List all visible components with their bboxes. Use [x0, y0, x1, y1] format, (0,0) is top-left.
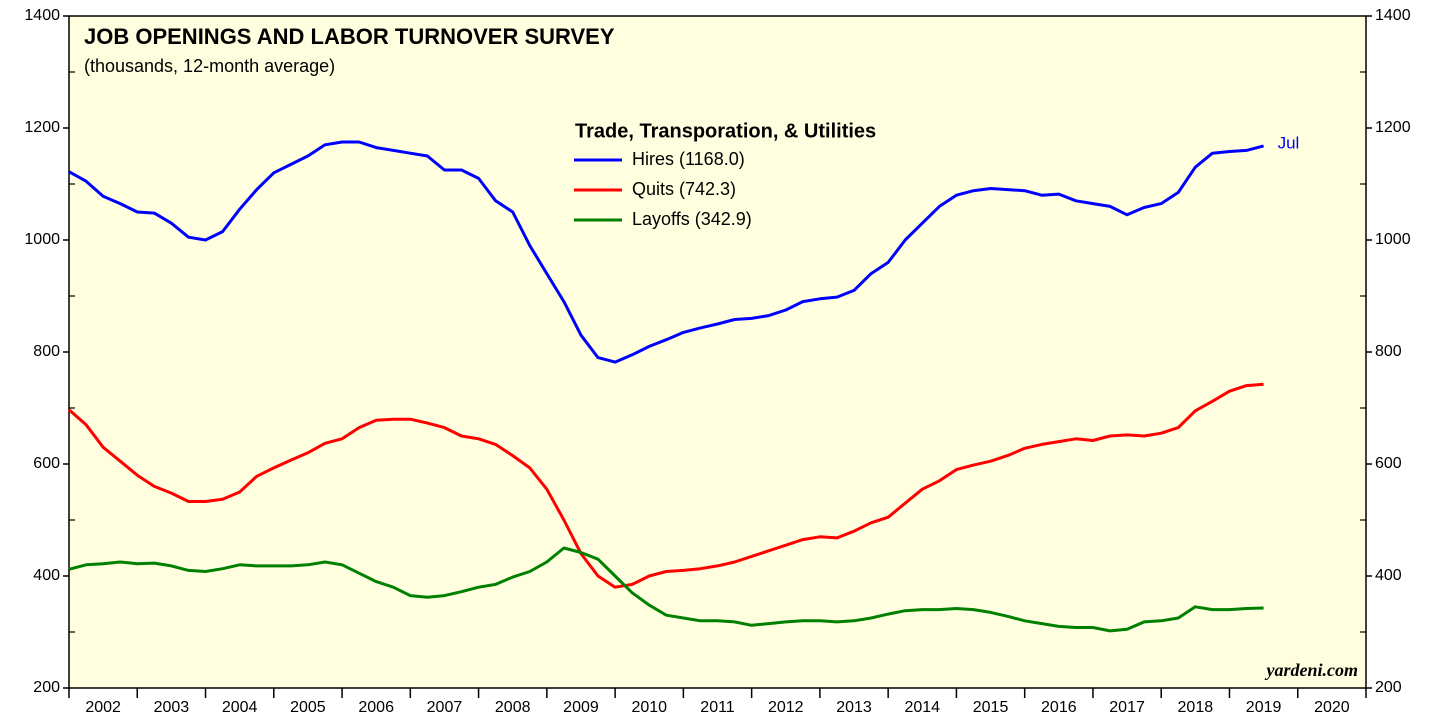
x-tick-label: 2020	[1314, 699, 1350, 716]
plot-background	[68, 15, 1367, 689]
x-tick-label: 2006	[358, 699, 394, 716]
x-tick-label: 2016	[1041, 699, 1077, 716]
y2-tick-label: 1000	[1375, 231, 1411, 248]
x-tick-label: 2009	[563, 699, 599, 716]
legend-label: Layoffs (342.9)	[632, 209, 752, 229]
x-tick-label: 2014	[904, 699, 940, 716]
y-tick-label: 800	[33, 343, 60, 360]
x-tick-label: 2003	[154, 699, 190, 716]
x-tick-label: 2012	[768, 699, 804, 716]
x-tick-label: 2017	[1109, 699, 1145, 716]
series-line	[68, 382, 1264, 589]
x-tick-label: 2015	[973, 699, 1009, 716]
x-tick-label: 2004	[222, 699, 258, 716]
legend-label: Hires (1168.0)	[632, 149, 745, 169]
y2-tick-label: 1200	[1375, 119, 1411, 136]
y2-tick-label: 600	[1375, 455, 1402, 472]
y-tick-label: 600	[33, 455, 60, 472]
y-tick-label: 1200	[24, 119, 60, 136]
x-tick-label: 2008	[495, 699, 531, 716]
y-tick-label: 1000	[24, 231, 60, 248]
x-tick-label: 2019	[1246, 699, 1282, 716]
x-tick-label: 2018	[1178, 699, 1214, 716]
y2-tick-label: 1400	[1375, 7, 1411, 24]
legend-title: Trade, Transporation, & Utilities	[575, 120, 876, 142]
series-line	[68, 140, 1264, 364]
y2-tick-label: 400	[1375, 567, 1402, 584]
y-tick-label: 1400	[24, 7, 60, 24]
x-tick-label: 2002	[85, 699, 121, 716]
legend-label: Quits (742.3)	[632, 179, 736, 199]
x-tick-label: 2013	[836, 699, 872, 716]
y-tick-label: 400	[33, 567, 60, 584]
source: yardeni.com	[1265, 660, 1359, 680]
annotation: Jul	[1278, 133, 1300, 152]
x-tick-label: 2011	[700, 699, 735, 716]
x-tick-label: 2005	[290, 699, 326, 716]
y2-tick-label: 200	[1375, 679, 1402, 696]
series-line	[68, 546, 1264, 633]
chart-title: JOB OPENINGS AND LABOR TURNOVER SURVEY	[84, 24, 615, 49]
y-tick-label: 200	[33, 679, 60, 696]
chart-subtitle: (thousands, 12-month average)	[84, 56, 335, 76]
x-tick-label: 2010	[631, 699, 667, 716]
x-tick-label: 2007	[427, 699, 463, 716]
y2-tick-label: 800	[1375, 343, 1402, 360]
